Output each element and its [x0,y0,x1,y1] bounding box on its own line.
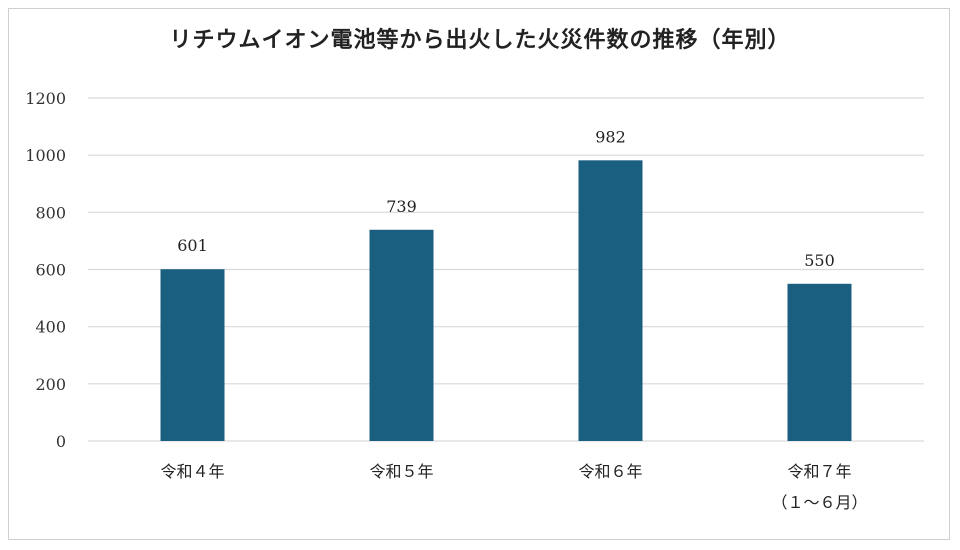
data-labels: 601 739 982 550 [177,127,835,269]
y-axis-ticks: 0 200 400 600 800 1000 1200 [25,89,66,451]
y-tick-label: 1000 [25,146,66,165]
x-axis-labels: 令和４年 令和５年 令和６年 令和７年 （１～６月） [160,462,867,512]
y-tick-label: 600 [35,261,66,280]
bar [369,229,434,441]
x-category-label: 令和５年 [369,462,433,481]
bars [160,160,852,442]
x-category-label: 令和７年 [787,462,851,481]
data-label: 550 [804,251,835,270]
bar [160,269,225,441]
x-category-label: 令和４年 [160,462,224,481]
chart-frame [8,8,950,540]
chart-title: リチウムイオン電池等から出火した火災件数の推移（年別） [169,28,791,53]
bar [578,160,643,442]
y-tick-label: 1200 [25,89,66,108]
y-tick-label: 400 [35,318,66,337]
gridlines [88,97,924,442]
y-tick-label: 200 [35,375,66,394]
data-label: 982 [595,127,626,146]
bar [787,283,852,441]
data-label: 739 [386,197,417,216]
y-tick-label: 800 [35,203,66,222]
x-category-label: （１～６月） [771,493,867,512]
x-category-label: 令和６年 [578,462,642,481]
data-label: 601 [177,236,208,255]
y-tick-label: 0 [56,432,66,451]
